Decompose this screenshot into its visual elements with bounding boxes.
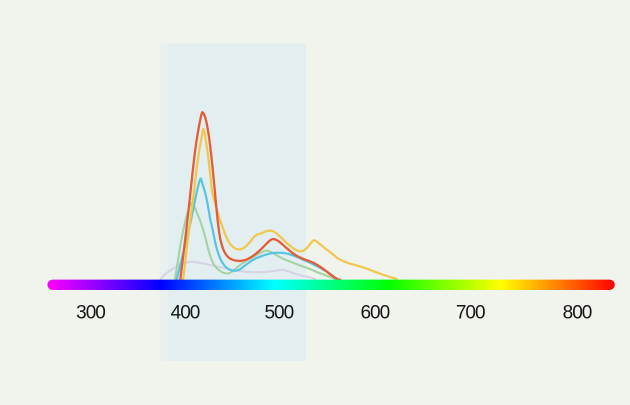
svg-text:600: 600	[360, 303, 389, 324]
svg-text:500: 500	[264, 303, 293, 324]
svg-text:700: 700	[456, 303, 485, 324]
svg-text:800: 800	[563, 303, 592, 324]
svg-text:400: 400	[171, 303, 200, 324]
svg-text:300: 300	[76, 303, 105, 324]
